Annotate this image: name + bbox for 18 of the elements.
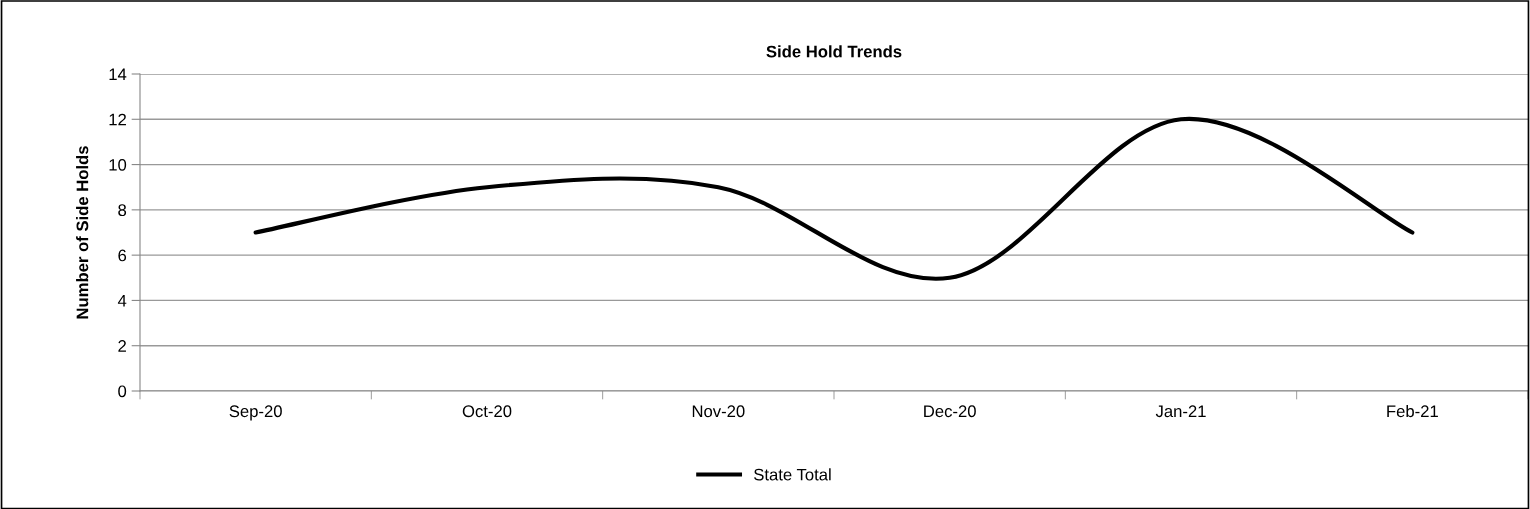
y-tick-label: 12 — [109, 113, 126, 126]
x-tick-label: Nov-20 — [692, 405, 745, 418]
x-tick-label: Feb-21 — [1387, 404, 1438, 418]
y-tick-label: 14 — [109, 68, 127, 81]
y-tick-label: 6 — [118, 249, 127, 262]
chart-title: Side Hold Trends — [766, 45, 902, 58]
x-tick-label: Jan-21 — [1155, 405, 1206, 418]
y-tick-label: 0 — [118, 385, 127, 398]
y-tick-label: 4 — [117, 295, 127, 307]
x-tick-label: Oct-20 — [462, 405, 512, 418]
line-series — [253, 117, 1415, 281]
y-tick-label: 10 — [109, 158, 127, 171]
x-tick-label: Dec-20 — [924, 405, 976, 418]
y-axis-title: Number of Side Holds — [76, 146, 89, 319]
y-tick-label: 8 — [118, 204, 127, 217]
y-tick-label: 2 — [118, 340, 126, 352]
legend-label: State Total — [754, 468, 831, 481]
x-tick-label: Sep-20 — [229, 405, 282, 421]
